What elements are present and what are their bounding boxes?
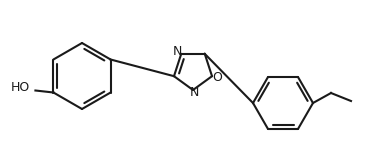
Text: N: N xyxy=(173,45,182,58)
Text: HO: HO xyxy=(11,81,30,94)
Text: N: N xyxy=(189,86,199,100)
Text: O: O xyxy=(212,71,222,84)
